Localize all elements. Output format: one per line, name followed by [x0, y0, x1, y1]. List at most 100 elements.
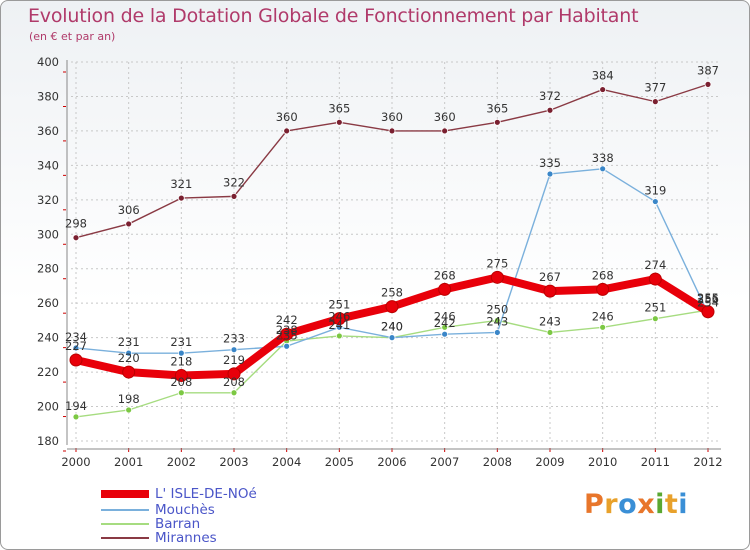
point-mirannes-2004: [283, 127, 291, 135]
data-label-l-isle-de-no-2000: 227: [65, 339, 87, 353]
point-l-isle-de-no-2003: [227, 367, 241, 381]
data-label-mirannes-2001: 306: [118, 203, 140, 217]
data-label-mirannes-2006: 360: [381, 110, 403, 124]
point-barran-2009: [546, 329, 554, 336]
x-tick-label-2007: 2007: [430, 455, 459, 469]
chart-title: Evolution de la Dotation Globale de Fonc…: [28, 5, 639, 27]
legend-swatch-barran: [101, 523, 149, 525]
data-label-barran-2009: 243: [539, 314, 561, 328]
y-tick-label-260: 260: [37, 296, 59, 310]
data-label-mouch-s-2003: 233: [223, 332, 245, 346]
legend-swatch-isle-de-noe: [101, 490, 149, 498]
y-tick-label-180: 180: [37, 434, 59, 448]
data-label-barran-2005: 241: [328, 318, 350, 332]
data-label-l-isle-de-no-2001: 220: [118, 351, 140, 365]
point-mouch-s-2004: [283, 342, 291, 350]
point-barran-2005: [335, 332, 343, 340]
point-barran-2010: [599, 323, 607, 331]
point-barran-2003: [230, 389, 238, 397]
legend-item-mouches: Mouchès: [101, 502, 215, 518]
data-label-barran-2000: 194: [65, 399, 87, 413]
point-mouch-s-2006: [388, 334, 396, 342]
point-mirannes-2000: [72, 234, 80, 242]
legend-label-mouches: Mouchès: [155, 502, 215, 518]
data-label-l-isle-de-no-2012: 255: [697, 291, 719, 305]
data-label-l-isle-de-no-2008: 275: [486, 256, 508, 270]
legend-label-isle-de-noe: L' ISLE-DE-NOé: [155, 486, 257, 502]
point-l-isle-de-no-2009: [543, 284, 557, 298]
data-label-mirannes-2009: 372: [539, 89, 561, 103]
proxiti-logo-letter: P: [584, 489, 605, 520]
legend-swatch-mouches: [101, 509, 149, 511]
data-label-mirannes-2003: 322: [223, 175, 245, 189]
point-mirannes-2002: [177, 194, 185, 202]
point-mouch-s-2010: [599, 165, 607, 173]
point-barran-2000: [72, 413, 80, 421]
data-label-barran-2004: 238: [276, 323, 298, 337]
point-barran-2008: [493, 317, 501, 324]
point-barran-2002: [177, 389, 185, 397]
x-tick-label-2002: 2002: [167, 455, 196, 469]
x-tick-label-2000: 2000: [61, 455, 90, 469]
point-mirannes-2007: [441, 127, 449, 135]
point-l-isle-de-no-2011: [648, 272, 662, 286]
data-label-l-isle-de-no-2004: 242: [276, 313, 298, 327]
data-label-mouch-s-2007: 242: [434, 316, 456, 330]
point-mirannes-2005: [335, 118, 343, 126]
series-lines: [69, 80, 715, 421]
data-label-mouch-s-2011: 319: [644, 184, 666, 198]
x-tick-label-2011: 2011: [641, 455, 670, 469]
point-mouch-s-2003: [230, 346, 238, 354]
point-mirannes-2003: [230, 192, 238, 200]
data-label-mouch-s-2001: 231: [118, 335, 140, 349]
point-mirannes-2006: [388, 127, 396, 135]
point-l-isle-de-no-2005: [332, 312, 346, 326]
proxiti-logo-letter: r: [604, 489, 619, 520]
data-label-barran-2010: 246: [592, 309, 614, 323]
x-tick-label-2003: 2003: [219, 455, 248, 469]
data-label-mouch-s-2004: 235: [276, 328, 298, 342]
point-l-isle-de-no-2004: [280, 327, 294, 341]
y-tick-label-300: 300: [37, 227, 59, 241]
data-label-l-isle-de-no-2007: 268: [434, 268, 456, 282]
data-label-l-isle-de-no-2005: 251: [328, 298, 350, 312]
y-tick-label-340: 340: [37, 158, 59, 172]
proxiti-logo-letter: i: [655, 489, 665, 520]
point-l-isle-de-no-2010: [596, 282, 610, 296]
point-mouch-s-2009: [546, 170, 554, 178]
proxiti-logo: Proxiti: [584, 489, 688, 520]
point-barran-2011: [651, 315, 659, 323]
point-mirannes-2010: [599, 86, 607, 93]
point-barran-2001: [125, 406, 133, 414]
point-barran-2007: [441, 323, 449, 331]
legend-label-mirannes: Mirannes: [155, 530, 217, 546]
data-label-l-isle-de-no-2003: 219: [223, 353, 245, 367]
data-label-mirannes-2002: 321: [170, 177, 192, 191]
data-label-barran-2011: 251: [644, 301, 666, 315]
point-mouch-s-2000: [72, 344, 80, 352]
data-label-barran-2003: 208: [223, 375, 245, 389]
point-l-isle-de-no-2006: [385, 300, 399, 314]
data-label-l-isle-de-no-2002: 218: [170, 355, 192, 369]
point-mirannes-2008: [493, 118, 501, 126]
y-tick-label-380: 380: [37, 89, 59, 103]
point-mirannes-2011: [651, 98, 659, 106]
point-mouch-s-2011: [651, 198, 659, 205]
data-label-mirannes-2000: 298: [65, 217, 87, 231]
point-l-isle-de-no-2008: [490, 270, 504, 284]
point-l-isle-de-no-2007: [438, 282, 452, 296]
data-label-mouch-s-2005: 246: [328, 309, 350, 323]
data-label-barran-2006: 240: [381, 320, 403, 334]
point-mouch-s-2008: [493, 329, 501, 336]
y-tick-label-200: 200: [37, 400, 59, 414]
point-mirannes-2001: [125, 220, 133, 228]
x-tick-label-2001: 2001: [114, 455, 143, 469]
data-label-barran-2012: 256: [697, 292, 719, 306]
point-mouch-s-2002: [177, 349, 185, 357]
data-label-barran-2002: 208: [170, 375, 192, 389]
point-mouch-s-2001: [125, 349, 133, 357]
data-label-barran-2001: 198: [118, 392, 140, 406]
data-label-mirannes-2010: 384: [592, 69, 614, 83]
data-labels: 298 306 321 322 360 365 360 360 365 372 384 377 387 1…: [65, 63, 719, 412]
